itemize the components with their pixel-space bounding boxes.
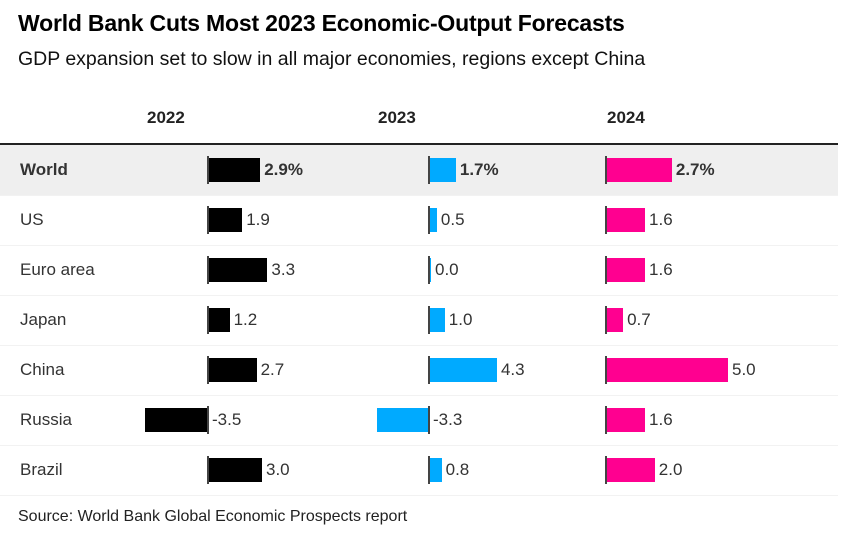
bar	[606, 458, 655, 482]
data-label: 5.0	[732, 360, 756, 379]
bar	[429, 308, 445, 332]
zero-axis	[428, 456, 430, 484]
bar	[429, 208, 437, 232]
zero-axis	[428, 256, 430, 284]
data-label: 4.3	[500, 360, 525, 379]
zero-axis	[428, 206, 430, 234]
row-label: US	[20, 210, 44, 229]
data-label: 1.6	[649, 410, 673, 429]
data-label: 3.0	[266, 460, 290, 479]
zero-axis	[605, 306, 607, 334]
zero-axis	[605, 256, 607, 284]
chart-title: World Bank Cuts Most 2023 Economic-Outpu…	[18, 10, 625, 36]
zero-axis	[428, 156, 430, 184]
bar	[429, 158, 456, 182]
data-label: 0.8	[445, 460, 470, 479]
bar	[145, 408, 208, 432]
table-row: Russia -3.5 -3.3 1.6	[0, 395, 838, 446]
data-label: 1.0	[448, 310, 473, 329]
chart-subtitle: GDP expansion set to slow in all major e…	[18, 48, 646, 70]
bar	[208, 308, 230, 332]
column-header-2023: 2023	[378, 108, 416, 127]
table-row: Japan 1.2 1.0 0.7	[0, 295, 838, 346]
data-label: 1.6	[649, 210, 673, 229]
table-row: China 2.7 4.3 5.0	[0, 345, 838, 396]
bar	[606, 408, 646, 432]
zero-axis	[428, 406, 430, 434]
bar	[208, 208, 243, 232]
data-label: 2.9%	[264, 160, 303, 179]
bar	[208, 358, 257, 382]
bar	[606, 358, 728, 382]
zero-axis	[207, 406, 209, 434]
bar	[606, 208, 646, 232]
zero-axis	[207, 206, 209, 234]
zero-axis	[605, 356, 607, 384]
row-label: Brazil	[20, 460, 63, 479]
table-row: Brazil 3.0 0.8 2.0	[0, 445, 838, 496]
bar	[208, 458, 262, 482]
data-label: -3.3	[433, 410, 463, 429]
data-label: 2.7	[260, 360, 285, 379]
zero-axis	[207, 256, 209, 284]
bar	[208, 158, 261, 182]
table-row: US 1.9 0.5 1.6	[0, 195, 838, 246]
data-label: 3.3	[271, 260, 296, 279]
data-label: -3.5	[212, 410, 242, 429]
data-label: 1.2	[233, 310, 258, 329]
column-header-2022: 2022	[147, 108, 185, 127]
data-label: 0.5	[440, 210, 465, 229]
data-label: 1.6	[649, 260, 673, 279]
data-label: 1.7%	[459, 160, 499, 179]
zero-axis	[605, 456, 607, 484]
zero-axis	[207, 356, 209, 384]
header-rule	[0, 143, 838, 145]
zero-axis	[605, 156, 607, 184]
row-label: World	[20, 160, 68, 179]
bar	[606, 308, 624, 332]
data-label: 2.7%	[675, 160, 715, 179]
data-label: 1.9	[246, 210, 270, 229]
zero-axis	[605, 206, 607, 234]
data-label: 0.7	[627, 310, 651, 329]
zero-axis	[428, 306, 430, 334]
row-label: Japan	[20, 310, 67, 329]
column-header-2024: 2024	[607, 108, 645, 127]
bar	[208, 258, 268, 282]
row-label: Russia	[20, 410, 72, 429]
source-note: Source: World Bank Global Economic Prosp…	[18, 508, 408, 525]
bar	[376, 408, 429, 432]
zero-axis	[207, 306, 209, 334]
table-row: Euro area 3.3 0.0 1.6	[0, 245, 838, 296]
row-label: Euro area	[20, 260, 95, 279]
data-label: 0.0	[435, 260, 459, 279]
bar	[429, 258, 431, 282]
zero-axis	[605, 406, 607, 434]
bar	[429, 358, 497, 382]
zero-axis	[428, 356, 430, 384]
zero-axis	[207, 156, 209, 184]
bar	[606, 158, 672, 182]
bar	[606, 258, 646, 282]
zero-axis	[207, 456, 209, 484]
table-row: World 2.9% 1.7% 2.7%	[0, 145, 838, 196]
data-label: 2.0	[658, 460, 683, 479]
bar	[429, 458, 442, 482]
row-label: China	[20, 360, 65, 379]
